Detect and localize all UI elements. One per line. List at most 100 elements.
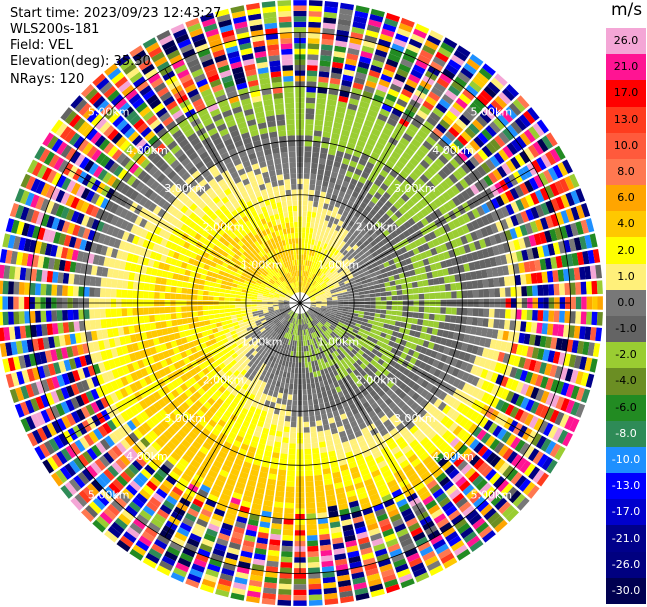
velocity-gate	[472, 475, 484, 487]
velocity-gate	[434, 208, 443, 218]
velocity-gate	[385, 266, 392, 272]
velocity-gate	[30, 398, 40, 412]
velocity-gate	[419, 332, 427, 340]
velocity-gate	[376, 340, 383, 347]
velocity-gate	[155, 488, 168, 499]
velocity-gate	[545, 392, 555, 406]
velocity-gate	[320, 452, 328, 459]
velocity-gate	[359, 243, 366, 250]
velocity-gate	[505, 342, 513, 353]
velocity-gate	[197, 290, 204, 295]
velocity-gate	[331, 67, 343, 75]
velocity-gate	[397, 295, 403, 301]
velocity-gate	[386, 296, 392, 301]
velocity-gate	[302, 389, 307, 395]
velocity-gate	[331, 211, 337, 218]
velocity-gate	[188, 431, 198, 440]
velocity-gate	[320, 292, 326, 296]
velocity-gate	[457, 522, 471, 535]
velocity-gate	[331, 194, 338, 201]
velocity-gate	[308, 578, 321, 585]
velocity-gate	[265, 417, 272, 424]
velocity-gate	[273, 363, 279, 370]
velocity-gate	[539, 405, 550, 419]
velocity-gate	[398, 440, 409, 450]
velocity-gate	[448, 173, 459, 184]
velocity-gate	[482, 63, 496, 76]
velocity-gate	[240, 369, 247, 376]
velocity-gate	[192, 316, 199, 323]
velocity-gate	[221, 567, 235, 577]
velocity-gate	[200, 342, 207, 350]
velocity-gate	[554, 180, 565, 195]
velocity-gate	[304, 454, 312, 460]
velocity-gate	[277, 474, 286, 481]
velocity-gate	[410, 255, 418, 263]
velocity-gate	[386, 209, 394, 217]
velocity-gate	[106, 370, 115, 381]
velocity-gate	[544, 336, 552, 349]
velocity-gate	[428, 191, 437, 201]
velocity-gate	[213, 508, 226, 517]
velocity-gate	[134, 351, 142, 361]
velocity-gate	[251, 304, 257, 307]
velocity-gate	[321, 333, 327, 339]
velocity-gate	[302, 270, 305, 277]
velocity-gate	[442, 330, 449, 338]
velocity-gate	[478, 289, 484, 298]
velocity-gate	[310, 306, 316, 310]
velocity-gate	[293, 600, 307, 606]
velocity-gate	[94, 287, 101, 297]
velocity-gate	[331, 294, 338, 297]
velocity-gate	[99, 472, 111, 485]
velocity-gate	[266, 484, 276, 491]
velocity-gate	[86, 483, 100, 496]
velocity-gate	[528, 359, 537, 372]
velocity-gate	[336, 312, 342, 316]
velocity-gate	[278, 306, 285, 308]
velocity-gate	[66, 371, 76, 384]
velocity-gate	[196, 518, 208, 528]
velocity-gate	[494, 519, 508, 533]
velocity-gate	[360, 346, 367, 353]
velocity-gate	[199, 321, 206, 327]
velocity-gate	[152, 492, 165, 504]
velocity-gate	[277, 375, 282, 382]
velocity-gate	[306, 81, 317, 88]
velocity-gate	[374, 508, 387, 517]
velocity-gate	[277, 353, 282, 359]
velocity-gate	[380, 414, 389, 424]
velocity-gate	[337, 297, 344, 300]
velocity-gate	[363, 119, 374, 128]
velocity-gate	[346, 490, 357, 498]
velocity-gate	[540, 154, 552, 168]
velocity-gate	[554, 365, 563, 379]
velocity-gate	[267, 306, 274, 309]
velocity-gate	[489, 155, 501, 168]
velocity-gate	[317, 314, 323, 319]
velocity-gate	[262, 307, 269, 310]
velocity-gate	[171, 399, 181, 408]
velocity-gate	[547, 167, 559, 181]
velocity-gate	[473, 260, 481, 270]
velocity-gate	[289, 311, 294, 316]
velocity-gate	[317, 430, 325, 437]
velocity-gate	[429, 565, 444, 576]
velocity-gate	[442, 404, 452, 415]
velocity-gate	[555, 396, 565, 410]
velocity-gate	[312, 146, 320, 153]
velocity-gate	[412, 287, 419, 294]
velocity-gate	[242, 438, 251, 446]
velocity-gate	[438, 321, 445, 329]
velocity-gate	[555, 337, 563, 351]
velocity-gate	[111, 318, 118, 327]
velocity-gate	[337, 24, 351, 32]
velocity-gate	[303, 270, 306, 277]
velocity-gate	[328, 204, 334, 212]
velocity-gate	[280, 309, 286, 313]
velocity-gate	[498, 149, 509, 162]
velocity-gate	[265, 317, 272, 321]
velocity-gate	[228, 473, 238, 482]
velocity-gate	[363, 315, 370, 320]
velocity-gate	[167, 402, 177, 412]
